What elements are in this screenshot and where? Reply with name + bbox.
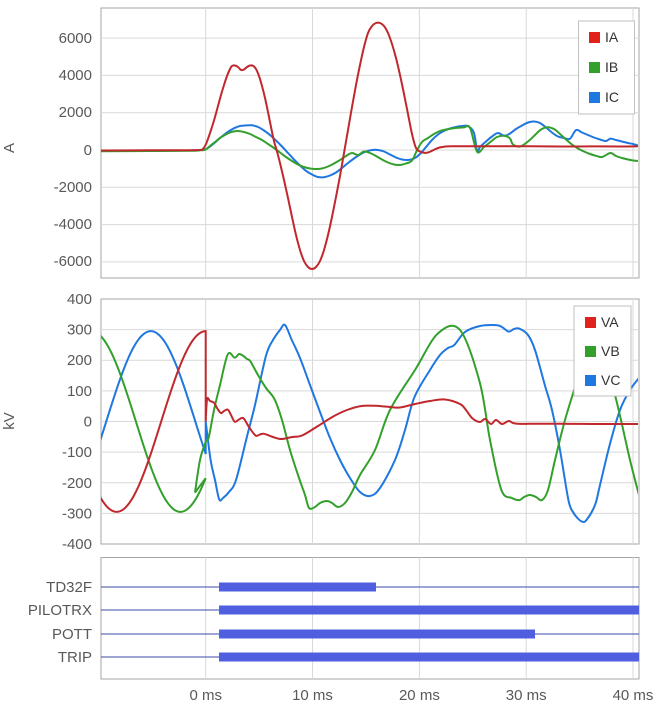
svg-text:VB: VB bbox=[601, 343, 620, 359]
svg-text:VA: VA bbox=[601, 314, 619, 330]
svg-text:-2000: -2000 bbox=[54, 179, 92, 196]
svg-text:20 ms: 20 ms bbox=[399, 687, 440, 704]
svg-text:-400: -400 bbox=[62, 536, 92, 553]
svg-text:-6000: -6000 bbox=[54, 253, 92, 270]
svg-text:40 ms: 40 ms bbox=[613, 687, 654, 704]
svg-text:VC: VC bbox=[601, 372, 620, 388]
svg-text:10 ms: 10 ms bbox=[292, 687, 333, 704]
svg-text:0: 0 bbox=[84, 414, 92, 431]
svg-text:-300: -300 bbox=[62, 505, 92, 522]
svg-text:A: A bbox=[1, 143, 18, 153]
svg-text:6000: 6000 bbox=[59, 30, 92, 47]
svg-text:0 ms: 0 ms bbox=[189, 687, 222, 704]
svg-text:IC: IC bbox=[605, 89, 619, 105]
svg-text:4000: 4000 bbox=[59, 67, 92, 84]
svg-text:400: 400 bbox=[67, 291, 92, 308]
svg-text:-4000: -4000 bbox=[54, 216, 92, 233]
svg-text:TRIP: TRIP bbox=[58, 649, 92, 666]
svg-text:TD32F: TD32F bbox=[46, 579, 92, 596]
svg-text:2000: 2000 bbox=[59, 104, 92, 121]
svg-text:-100: -100 bbox=[62, 444, 92, 461]
svg-text:300: 300 bbox=[67, 322, 92, 339]
svg-text:0: 0 bbox=[84, 142, 92, 159]
svg-text:IA: IA bbox=[605, 29, 619, 45]
svg-text:30 ms: 30 ms bbox=[506, 687, 547, 704]
svg-text:-200: -200 bbox=[62, 475, 92, 492]
svg-text:IB: IB bbox=[605, 59, 618, 75]
svg-text:200: 200 bbox=[67, 352, 92, 369]
svg-text:kV: kV bbox=[1, 412, 18, 430]
svg-text:100: 100 bbox=[67, 383, 92, 400]
svg-text:POTT: POTT bbox=[52, 626, 92, 643]
svg-text:PILOTRX: PILOTRX bbox=[28, 602, 92, 619]
